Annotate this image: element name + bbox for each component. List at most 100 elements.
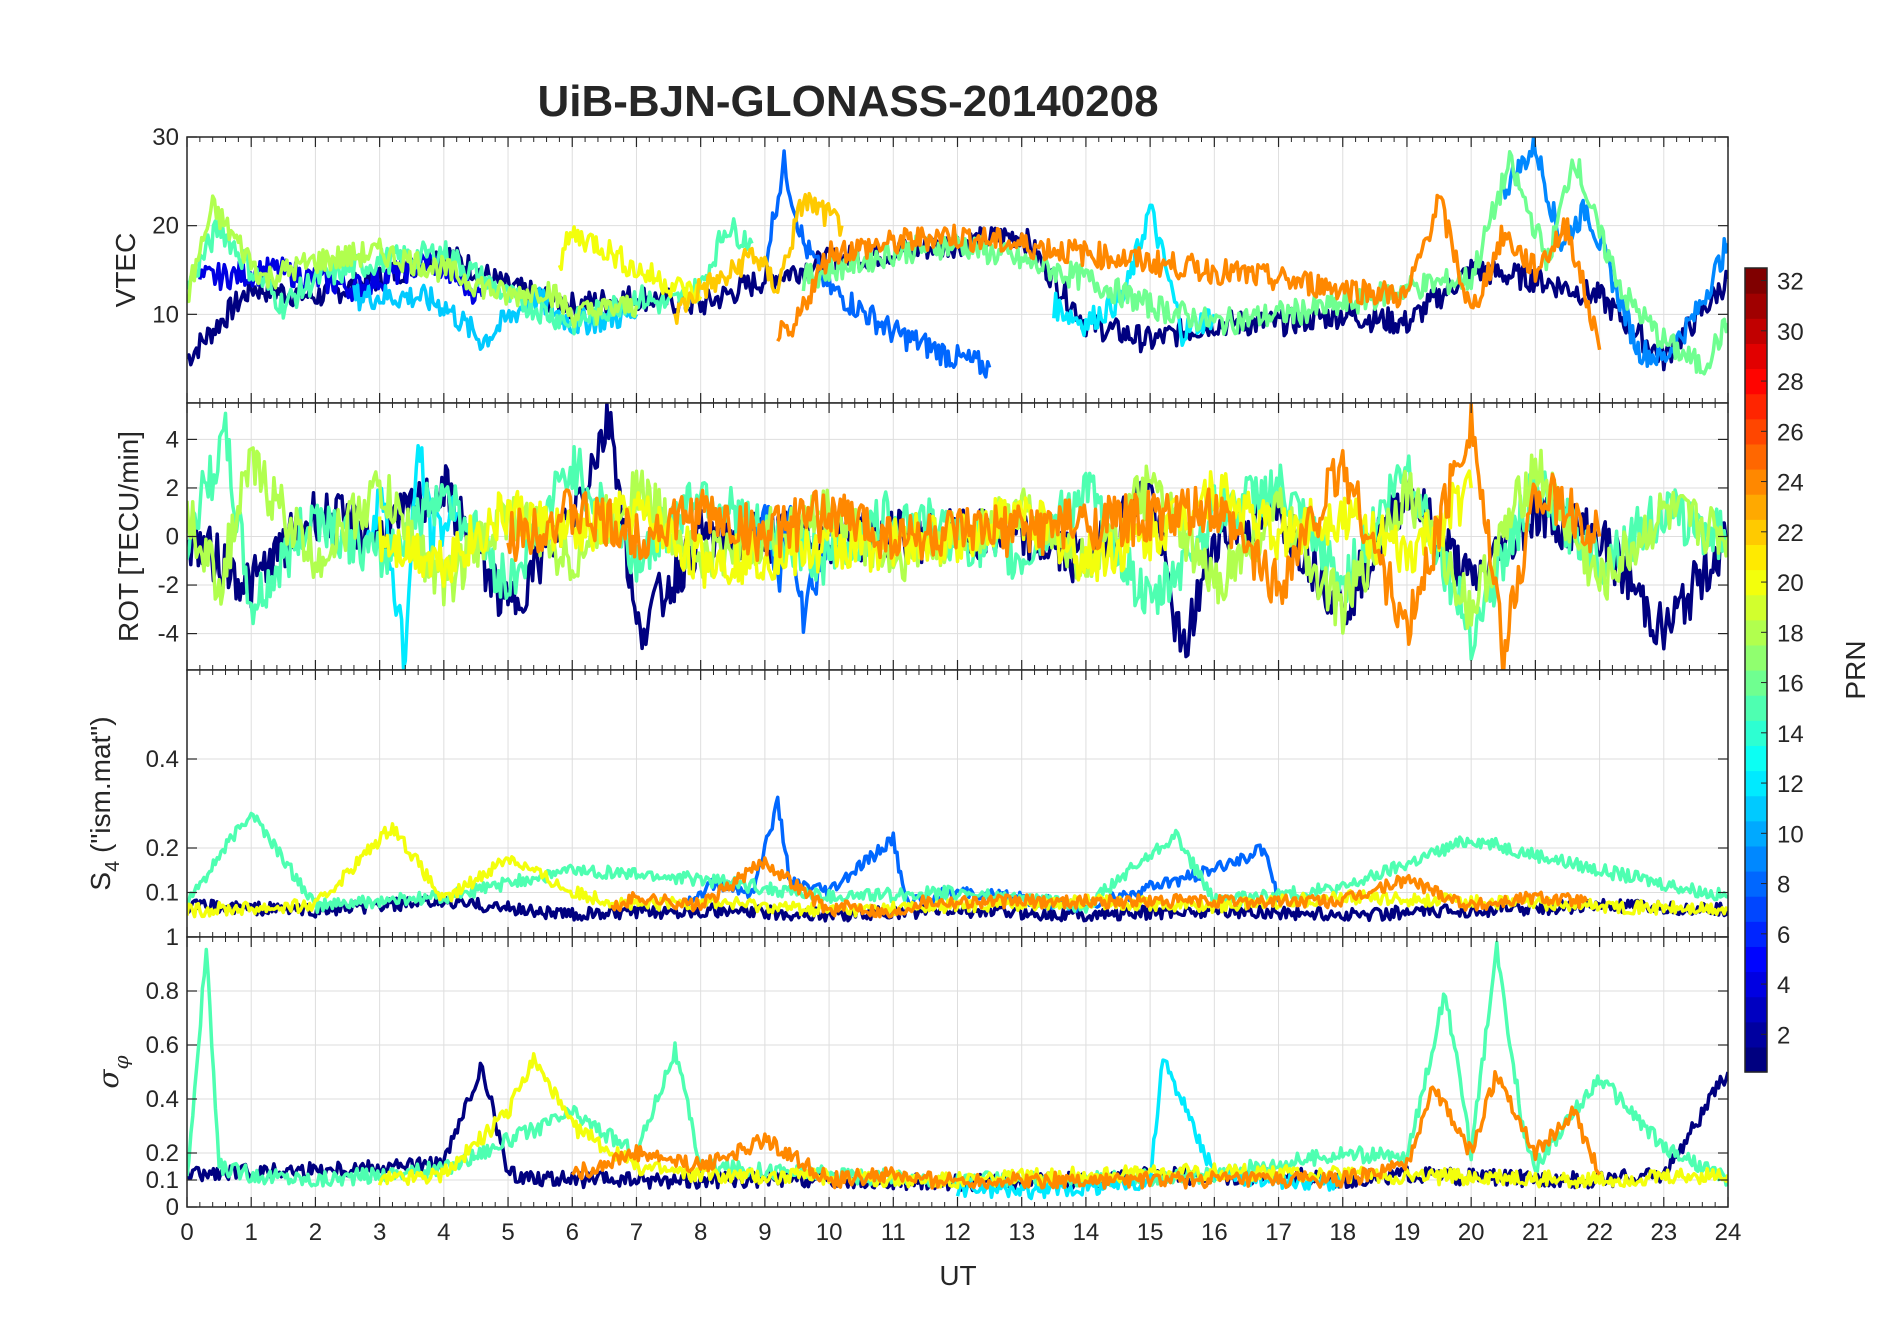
chart-title: UiB-BJN-GLONASS-20140208 [537, 77, 1158, 126]
y-axis-label: ROT [TECU/min] [113, 431, 144, 642]
panel-2: -4 -2 0 2 4 ROT [TECU/min] [113, 402, 1729, 671]
x-tick-label: 11 [881, 1219, 906, 1246]
series-prn-8 [763, 149, 992, 379]
y-tick-label: 0 [166, 524, 179, 551]
colorbar-band [1745, 318, 1767, 344]
x-axis: 0 1 2 3 4 5 6 7 8 9 10 11 12 13 14 15 16 17 18 19 20 21 22 23 24 [180, 1219, 1741, 1246]
colorbar-band [1745, 971, 1767, 998]
x-tick-label: 17 [1265, 1219, 1292, 1246]
y-tick-label: 0 [166, 1194, 179, 1221]
x-tick-label: 5 [501, 1219, 514, 1246]
x-tick-label: 8 [694, 1219, 707, 1246]
colorbar-tick-label: 2 [1777, 1022, 1790, 1049]
x-tick-label: 9 [758, 1219, 771, 1246]
colorbar-band [1745, 896, 1767, 922]
colorbar-band [1745, 695, 1767, 721]
colorbar-frame [1744, 267, 1768, 1073]
series-group [187, 137, 1728, 379]
colorbar-band [1745, 519, 1767, 545]
series-prn-8 [686, 795, 1280, 914]
series-prn-15 [187, 216, 754, 336]
colorbar-band [1745, 293, 1767, 319]
colorbar-band [1745, 1021, 1767, 1048]
y-axis-label: S4 ("ism.mat") [85, 716, 124, 890]
colorbar-band [1745, 644, 1767, 671]
colorbar-band [1745, 619, 1767, 646]
series-prn-4 [198, 252, 485, 305]
y-tick-label: 0.6 [146, 1032, 179, 1059]
colorbar-tick-label: 22 [1777, 520, 1804, 547]
series-group [187, 940, 1728, 1201]
series-group [187, 795, 1728, 923]
series-prn-20 [557, 225, 703, 304]
x-tick-label: 2 [309, 1219, 322, 1246]
colorbar-band [1745, 720, 1767, 746]
colorbar-tick-label: 18 [1777, 620, 1804, 647]
y-tick-label: 4 [166, 426, 179, 453]
colorbar-tick-label: 28 [1777, 369, 1804, 396]
x-tick-label: 4 [437, 1219, 450, 1246]
x-tick-label: 13 [1008, 1219, 1035, 1246]
series-prn-24 [506, 403, 1602, 670]
colorbar-band [1745, 393, 1767, 420]
y-tick-label: 0.4 [146, 746, 179, 773]
y-tick-label: 20 [152, 213, 179, 240]
colorbar-tick-label: 16 [1777, 671, 1804, 698]
colorbar-band [1745, 795, 1767, 822]
colorbar-band [1745, 670, 1767, 696]
colorbar-band [1745, 996, 1767, 1023]
x-tick-label: 20 [1458, 1219, 1485, 1246]
colorbar-band [1745, 770, 1767, 797]
colorbar-tick-label: 4 [1777, 972, 1790, 999]
x-tick-label: 10 [816, 1219, 843, 1246]
x-tick-label: 16 [1201, 1219, 1228, 1246]
x-tick-label: 12 [944, 1219, 971, 1246]
x-tick-label: 21 [1522, 1219, 1549, 1246]
y-tick-label: 0.1 [146, 1167, 179, 1194]
colorbar-band [1745, 268, 1767, 294]
colorbar-band [1745, 469, 1767, 495]
colorbar-tick-label: 14 [1777, 721, 1804, 748]
colorbar-band [1745, 871, 1767, 897]
colorbar-band [1745, 443, 1767, 470]
colorbar-band [1745, 569, 1767, 596]
colorbar-tick-label: 30 [1777, 319, 1804, 346]
x-tick-label: 0 [180, 1219, 193, 1246]
colorbar-band [1745, 418, 1767, 445]
y-axis-label: σφ [92, 1055, 133, 1088]
colorbar-label: PRN [1840, 640, 1871, 699]
colorbar-tick-label: 20 [1777, 570, 1804, 597]
x-tick-label: 18 [1329, 1219, 1356, 1246]
y-tick-label: 30 [152, 124, 179, 151]
y-tick-label: 2 [166, 475, 179, 502]
panel-1: 10 20 30 VTEC [110, 124, 1729, 404]
colorbar-band [1745, 845, 1767, 872]
series-prn-18 [187, 194, 639, 329]
y-tick-label: -2 [158, 572, 179, 599]
colorbar-band [1745, 820, 1767, 847]
series-prn-24 [610, 856, 1589, 919]
colorbar-band [1745, 343, 1767, 370]
colorbar-band [1745, 1046, 1767, 1073]
panel-4: 00.10.2 0.4 0.6 0.8 1 σφ [92, 924, 1729, 1221]
series-prn-24 [776, 193, 1602, 351]
colorbar-tick-label: 24 [1777, 470, 1804, 497]
x-tick-label: 3 [373, 1219, 386, 1246]
series-prn-20 [187, 822, 1728, 919]
y-tick-label: -4 [158, 621, 179, 648]
series-prn-24 [570, 1069, 1601, 1190]
x-tick-label: 7 [630, 1219, 643, 1246]
y-tick-label: 0.8 [146, 978, 179, 1005]
series-prn-22 [673, 191, 844, 325]
x-tick-label: 6 [566, 1219, 579, 1246]
colorbar-band [1745, 594, 1767, 621]
colorbar-band [1745, 494, 1767, 520]
colorbar-tick-label: 10 [1777, 821, 1804, 848]
x-tick-label: 24 [1715, 1219, 1742, 1246]
x-tick-label: 23 [1650, 1219, 1677, 1246]
y-tick-label: 10 [152, 301, 179, 328]
colorbar-tick-label: 12 [1777, 771, 1804, 798]
